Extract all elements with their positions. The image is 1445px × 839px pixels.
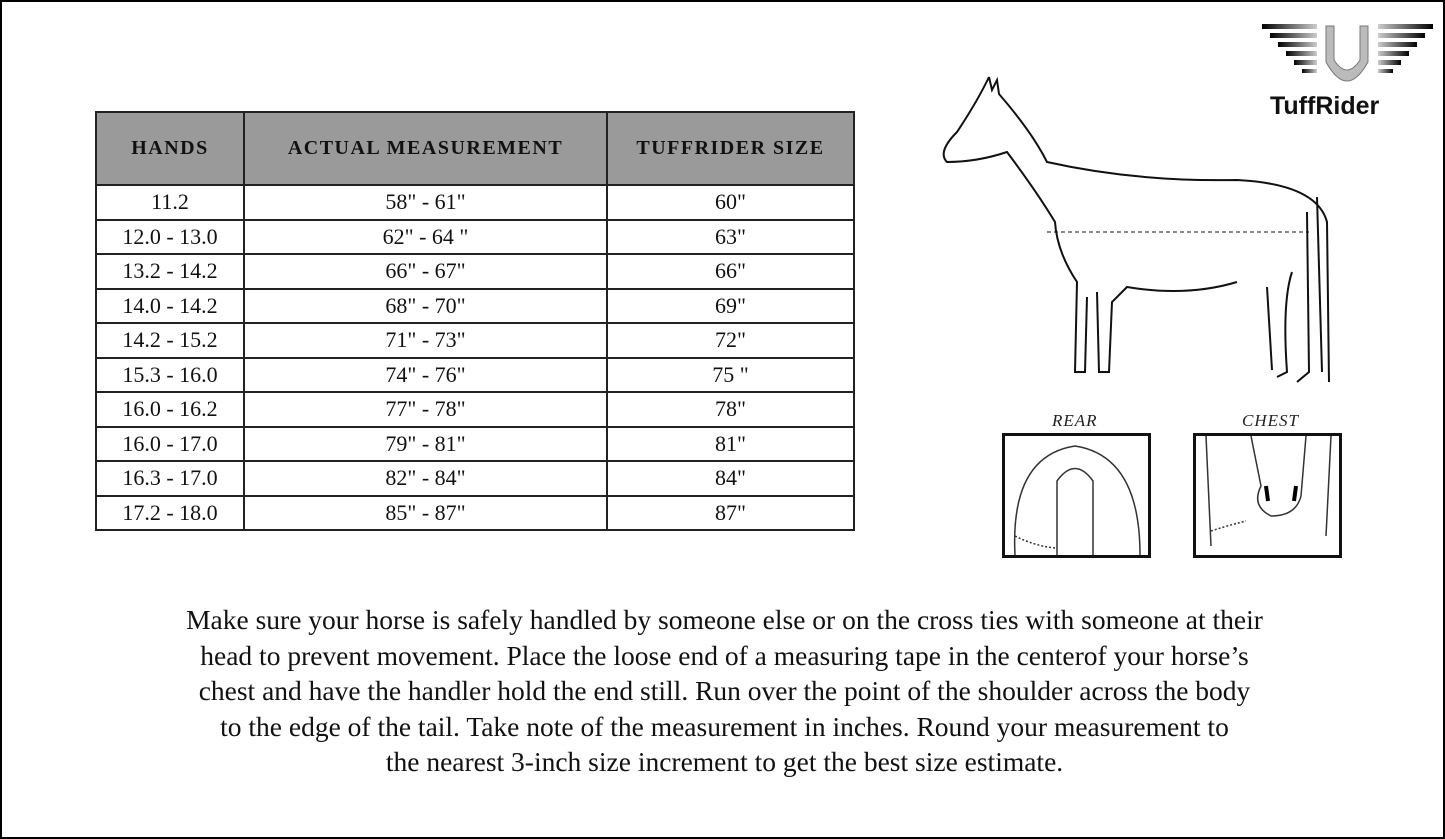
instruction-line: to the edge of the tail. Take note of th… [220, 710, 1229, 742]
hands-cell: 14.0 - 14.2 [95, 287, 245, 324]
size-cell: 84" [606, 460, 855, 497]
hands-cell: 16.0 - 16.2 [95, 391, 245, 428]
rear-view-icon [1002, 433, 1151, 558]
hands-cell: 11.2 [95, 184, 245, 221]
size-cell: 60" [606, 184, 855, 221]
instruction-line: head to prevent movement. Place the loos… [200, 639, 1249, 671]
size-table: HANDS ACTUAL MEASUREMENT TUFFRIDER SIZE … [95, 111, 855, 531]
size-cell: 63" [606, 218, 855, 255]
measurement-cell: 68" - 70" [243, 287, 608, 324]
table-row: 16.0 - 17.0 79" - 81" 81" [95, 425, 855, 462]
logo-text: TuffRider [1270, 92, 1380, 120]
table-row: 16.3 - 17.0 82" - 84" 84" [95, 460, 855, 497]
size-cell: 87" [606, 494, 855, 531]
size-cell: 75 " [606, 356, 855, 393]
hands-cell: 16.0 - 17.0 [95, 425, 245, 462]
chest-view-icon [1193, 433, 1342, 558]
measuring-instructions: Make sure your horse is safely handled b… [32, 602, 1417, 780]
header-tuffrider-size: TUFFRIDER SIZE [606, 111, 855, 186]
table-row: 15.3 - 16.0 74" - 76" 75 " [95, 356, 855, 393]
table-row: 12.0 - 13.0 62" - 64 " 63" [95, 218, 855, 255]
instruction-line: Make sure your horse is safely handled b… [186, 604, 1263, 635]
measurement-cell: 66" - 67" [243, 253, 608, 290]
hands-cell: 17.2 - 18.0 [95, 494, 245, 531]
hands-cell: 16.3 - 17.0 [95, 460, 245, 497]
header-hands: HANDS [95, 111, 245, 186]
hands-cell: 14.2 - 15.2 [95, 322, 245, 359]
hands-cell: 12.0 - 13.0 [95, 218, 245, 255]
size-cell: 72" [606, 322, 855, 359]
hands-cell: 13.2 - 14.2 [95, 253, 245, 290]
measurement-cell: 74" - 76" [243, 356, 608, 393]
table-row: 14.0 - 14.2 68" - 70" 69" [95, 287, 855, 324]
header-actual-measurement: ACTUAL MEASUREMENT [243, 111, 608, 186]
rear-label: REAR [1052, 411, 1098, 430]
size-cell: 69" [606, 287, 855, 324]
size-cell: 81" [606, 425, 855, 462]
instruction-line: chest and have the handler hold the end … [198, 675, 1251, 706]
measurement-cell: 71" - 73" [243, 322, 608, 359]
horse-outline-icon [942, 76, 1330, 383]
instruction-line: the nearest 3-inch size increment to get… [385, 746, 1064, 777]
measurement-cell: 62" - 64 " [243, 218, 608, 255]
measurement-cell: 58" - 61" [243, 184, 608, 221]
size-cell: 66" [606, 253, 855, 290]
measurement-cell: 77" - 78" [243, 391, 608, 428]
table-row: 11.2 58" - 61" 60" [95, 184, 855, 221]
table-row: 14.2 - 15.2 71" - 73" 72" [95, 322, 855, 359]
tuffrider-logo-icon [1262, 24, 1433, 82]
hands-cell: 15.3 - 16.0 [95, 356, 245, 393]
table-row: 16.0 - 16.2 77" - 78" 78" [95, 391, 855, 428]
measurement-cell: 85" - 87" [243, 494, 608, 531]
size-cell: 78" [606, 391, 855, 428]
chest-label: CHEST [1242, 411, 1299, 430]
table-row: 13.2 - 14.2 66" - 67" 66" [95, 253, 855, 290]
table-row: 17.2 - 18.0 85" - 87" 87" [95, 494, 855, 531]
measurement-cell: 82" - 84" [243, 460, 608, 497]
measurement-cell: 79" - 81" [243, 425, 608, 462]
